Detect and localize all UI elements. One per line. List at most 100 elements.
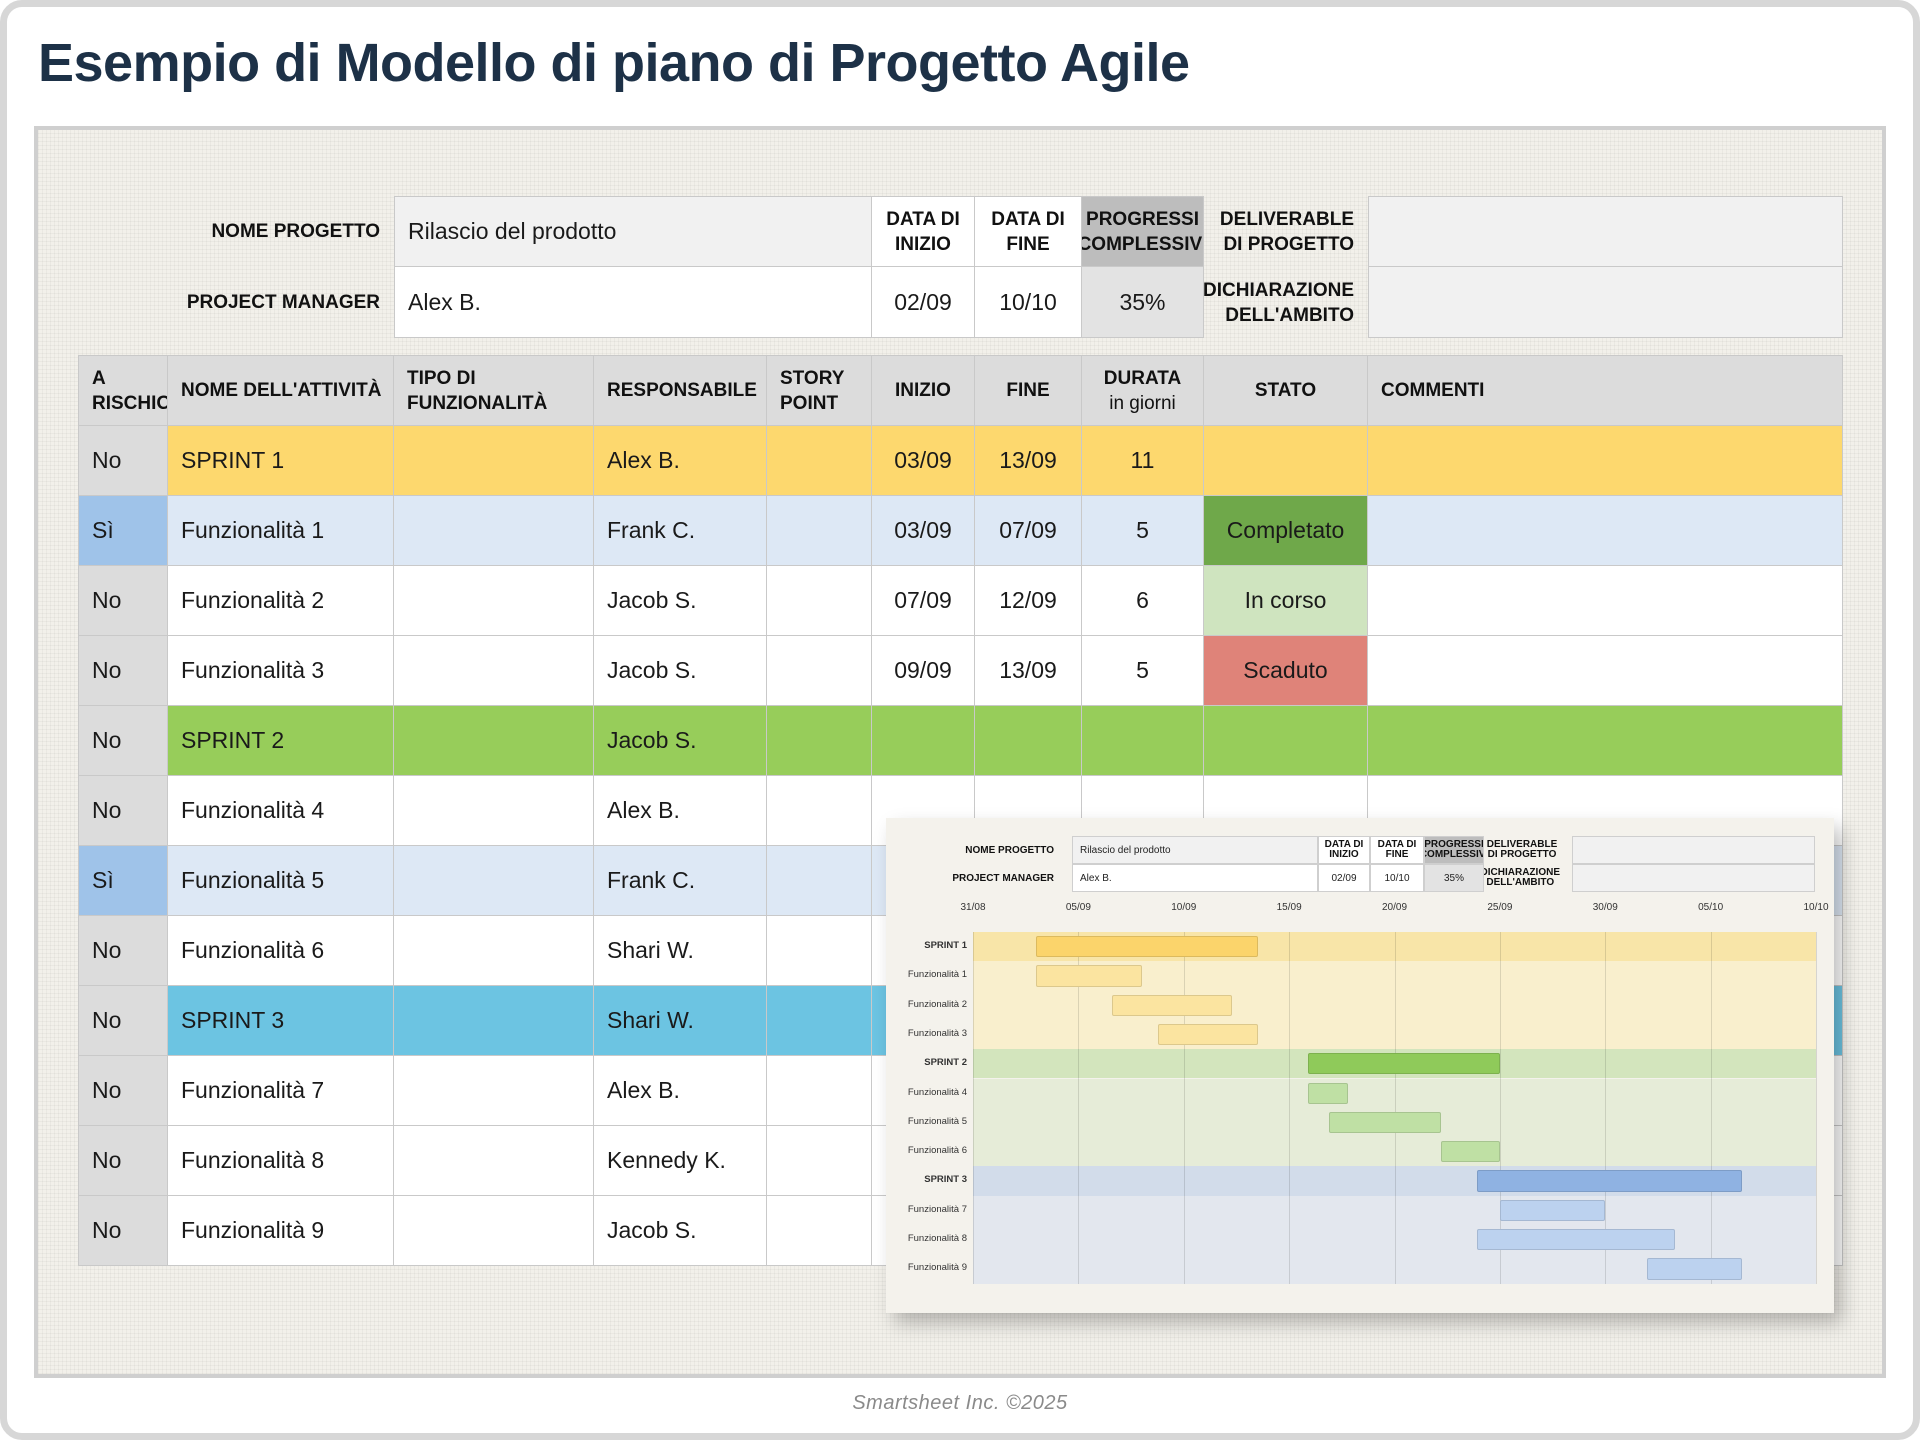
cell-comments-row-4[interactable] bbox=[1368, 636, 1843, 706]
cell-task-row-12[interactable]: Funzionalità 9 bbox=[168, 1196, 394, 1266]
cell-points-row-12[interactable] bbox=[767, 1196, 872, 1266]
cell-risk-row-10[interactable]: No bbox=[78, 1056, 168, 1126]
cell-task-row-8[interactable]: Funzionalità 6 bbox=[168, 916, 394, 986]
cell-points-row-3[interactable] bbox=[767, 566, 872, 636]
cell-start-row-5[interactable] bbox=[872, 706, 975, 776]
gantt-deliverable-field bbox=[1572, 836, 1815, 864]
cell-owner-row-8[interactable]: Shari W. bbox=[594, 916, 767, 986]
cell-risk-row-12[interactable]: No bbox=[78, 1196, 168, 1266]
col-header-duration-text: DURATA bbox=[1103, 367, 1182, 389]
cell-task-row-11[interactable]: Funzionalità 8 bbox=[168, 1126, 394, 1196]
cell-task-row-5[interactable]: SPRINT 2 bbox=[168, 706, 394, 776]
gantt-gridline-7 bbox=[1605, 932, 1607, 1284]
cell-duration-row-1[interactable]: 11 bbox=[1082, 426, 1204, 496]
cell-type-row-10[interactable] bbox=[394, 1056, 594, 1126]
end-date-field[interactable]: 10/10 bbox=[975, 267, 1082, 338]
start-date-field[interactable]: 02/09 bbox=[872, 267, 975, 338]
cell-owner-row-2[interactable]: Frank C. bbox=[594, 496, 767, 566]
gantt-band-row-4 bbox=[973, 1019, 1816, 1050]
cell-type-row-7[interactable] bbox=[394, 846, 594, 916]
cell-status-row-3[interactable]: In corso bbox=[1204, 566, 1368, 636]
cell-duration-row-3[interactable]: 6 bbox=[1082, 566, 1204, 636]
cell-start-row-1[interactable]: 03/09 bbox=[872, 426, 975, 496]
cell-task-row-4[interactable]: Funzionalità 3 bbox=[168, 636, 394, 706]
cell-task-row-9[interactable]: SPRINT 3 bbox=[168, 986, 394, 1056]
cell-risk-row-8[interactable]: No bbox=[78, 916, 168, 986]
cell-risk-row-11[interactable]: No bbox=[78, 1126, 168, 1196]
cell-duration-row-2[interactable]: 5 bbox=[1082, 496, 1204, 566]
cell-type-row-8[interactable] bbox=[394, 916, 594, 986]
cell-duration-row-5[interactable] bbox=[1082, 706, 1204, 776]
cell-status-row-2[interactable]: Completato bbox=[1204, 496, 1368, 566]
cell-risk-row-3[interactable]: No bbox=[78, 566, 168, 636]
cell-points-row-8[interactable] bbox=[767, 916, 872, 986]
project-name-field[interactable]: Rilascio del prodotto bbox=[394, 196, 872, 267]
cell-risk-row-4[interactable]: No bbox=[78, 636, 168, 706]
cell-type-row-3[interactable] bbox=[394, 566, 594, 636]
cell-points-row-1[interactable] bbox=[767, 426, 872, 496]
cell-status-row-1[interactable] bbox=[1204, 426, 1368, 496]
cell-start-row-3[interactable]: 07/09 bbox=[872, 566, 975, 636]
cell-points-row-6[interactable] bbox=[767, 776, 872, 846]
cell-type-row-2[interactable] bbox=[394, 496, 594, 566]
col-header-task: NOME DELL'ATTIVITÀ bbox=[168, 355, 394, 426]
cell-points-row-9[interactable] bbox=[767, 986, 872, 1056]
gantt-axis-label-3: 10/09 bbox=[1171, 902, 1197, 913]
cell-owner-row-7[interactable]: Frank C. bbox=[594, 846, 767, 916]
cell-type-row-4[interactable] bbox=[394, 636, 594, 706]
cell-task-row-3[interactable]: Funzionalità 2 bbox=[168, 566, 394, 636]
cell-owner-row-5[interactable]: Jacob S. bbox=[594, 706, 767, 776]
cell-owner-row-10[interactable]: Alex B. bbox=[594, 1056, 767, 1126]
cell-points-row-7[interactable] bbox=[767, 846, 872, 916]
cell-task-row-1[interactable]: SPRINT 1 bbox=[168, 426, 394, 496]
cell-owner-row-3[interactable]: Jacob S. bbox=[594, 566, 767, 636]
cell-status-row-4[interactable]: Scaduto bbox=[1204, 636, 1368, 706]
cell-comments-row-2[interactable] bbox=[1368, 496, 1843, 566]
cell-risk-row-2[interactable]: Sì bbox=[78, 496, 168, 566]
gantt-axis-label-2: 05/09 bbox=[1065, 902, 1091, 913]
cell-risk-row-5[interactable]: No bbox=[78, 706, 168, 776]
cell-type-row-1[interactable] bbox=[394, 426, 594, 496]
cell-start-row-2[interactable]: 03/09 bbox=[872, 496, 975, 566]
cell-duration-row-4[interactable]: 5 bbox=[1082, 636, 1204, 706]
cell-risk-row-6[interactable]: No bbox=[78, 776, 168, 846]
cell-points-row-2[interactable] bbox=[767, 496, 872, 566]
cell-owner-row-11[interactable]: Kennedy K. bbox=[594, 1126, 767, 1196]
cell-end-row-2[interactable]: 07/09 bbox=[975, 496, 1082, 566]
cell-type-row-9[interactable] bbox=[394, 986, 594, 1056]
cell-risk-row-7[interactable]: Sì bbox=[78, 846, 168, 916]
cell-comments-row-5[interactable] bbox=[1368, 706, 1843, 776]
gantt-gridline-5 bbox=[1394, 932, 1396, 1284]
cell-owner-row-6[interactable]: Alex B. bbox=[594, 776, 767, 846]
cell-type-row-12[interactable] bbox=[394, 1196, 594, 1266]
cell-owner-row-9[interactable]: Shari W. bbox=[594, 986, 767, 1056]
scope-field[interactable] bbox=[1368, 267, 1843, 338]
cell-status-row-5[interactable] bbox=[1204, 706, 1368, 776]
cell-risk-row-1[interactable]: No bbox=[78, 426, 168, 496]
cell-points-row-5[interactable] bbox=[767, 706, 872, 776]
cell-type-row-6[interactable] bbox=[394, 776, 594, 846]
cell-points-row-10[interactable] bbox=[767, 1056, 872, 1126]
cell-type-row-11[interactable] bbox=[394, 1126, 594, 1196]
cell-task-row-7[interactable]: Funzionalità 5 bbox=[168, 846, 394, 916]
cell-end-row-4[interactable]: 13/09 bbox=[975, 636, 1082, 706]
cell-comments-row-3[interactable] bbox=[1368, 566, 1843, 636]
cell-owner-row-4[interactable]: Jacob S. bbox=[594, 636, 767, 706]
deliverable-field[interactable] bbox=[1368, 196, 1843, 267]
cell-task-row-10[interactable]: Funzionalità 7 bbox=[168, 1056, 394, 1126]
cell-risk-row-9[interactable]: No bbox=[78, 986, 168, 1056]
cell-end-row-1[interactable]: 13/09 bbox=[975, 426, 1082, 496]
cell-end-row-3[interactable]: 12/09 bbox=[975, 566, 1082, 636]
cell-task-row-2[interactable]: Funzionalità 1 bbox=[168, 496, 394, 566]
cell-end-row-5[interactable] bbox=[975, 706, 1082, 776]
cell-owner-row-12[interactable]: Jacob S. bbox=[594, 1196, 767, 1266]
cell-points-row-11[interactable] bbox=[767, 1126, 872, 1196]
cell-task-row-6[interactable]: Funzionalità 4 bbox=[168, 776, 394, 846]
cell-type-row-5[interactable] bbox=[394, 706, 594, 776]
cell-start-row-4[interactable]: 09/09 bbox=[872, 636, 975, 706]
cell-points-row-4[interactable] bbox=[767, 636, 872, 706]
project-manager-field[interactable]: Alex B. bbox=[394, 267, 872, 338]
cell-owner-row-1[interactable]: Alex B. bbox=[594, 426, 767, 496]
overall-progress-field[interactable]: 35% bbox=[1082, 267, 1204, 338]
cell-comments-row-1[interactable] bbox=[1368, 426, 1843, 496]
